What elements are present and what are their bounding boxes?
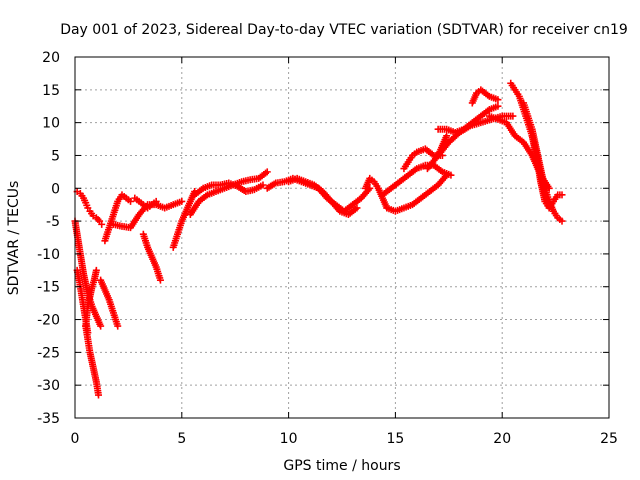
series-sat-z [520,99,566,225]
data-point [558,217,566,225]
x-tick-label: 10 [280,431,298,447]
series-sat-k [169,188,199,251]
series-sat-l [186,168,271,219]
series-sat-aa [528,132,566,212]
data-point [558,191,566,199]
data-point [259,181,267,189]
y-tick-label: 5 [51,148,60,164]
data-point [353,204,361,212]
series-sat-d [82,322,102,399]
series-sat-u [434,132,451,159]
series-sat-b [73,188,106,228]
plot-frame [74,56,610,419]
y-axis-title: SDTVAR / TECUs [6,181,22,296]
chart-title: Day 001 of 2023, Sidereal Day-to-day VTE… [60,22,628,38]
y-tick-label: 15 [42,83,60,99]
y-tick-label: 0 [51,181,60,197]
series-sat-p [361,174,391,212]
data-point [94,391,102,399]
series-sat-q [383,171,451,215]
series-sat-f [97,276,122,330]
data-point [263,168,271,176]
data-point [494,102,502,110]
data-point [94,215,102,223]
y-tick-label: -15 [37,280,60,296]
series-sat-o [285,174,361,219]
x-tick-label: 0 [71,431,80,447]
x-tick-label: 25 [600,431,618,447]
series-sat-g [101,191,135,245]
x-tick-label: 5 [177,431,186,447]
data-point [494,96,502,104]
x-axis-title: GPS time / hours [283,458,400,474]
y-tick-label: -20 [37,313,60,329]
series-sat-h [109,197,186,232]
y-tick-label: 20 [42,50,60,66]
x-tick-label: 15 [386,431,404,447]
data-point [156,276,164,284]
data-point [127,197,135,205]
data-point [98,220,106,228]
series-sat-m [191,179,267,199]
data-point [92,266,100,274]
x-tick-label: 20 [493,431,511,447]
series-sat-i [139,230,164,284]
data-point [447,171,455,179]
y-tick-label: -30 [37,378,60,394]
y-tick-label: -5 [46,214,60,230]
data-point [178,197,186,205]
series-sat-e [82,266,100,330]
grid [75,57,609,418]
data-point [97,322,105,330]
data-point [152,197,160,205]
y-tick-label: 10 [42,116,60,132]
data-marks [71,79,566,399]
series-sat-v [434,102,502,136]
series-sat-j [131,194,160,212]
y-tick-label: -10 [37,247,60,263]
data-point [114,322,122,330]
y-tick-label: -35 [37,411,60,427]
data-point [443,132,451,140]
data-point [509,112,517,120]
series-sat-w [468,86,502,107]
y-tick-label: -25 [37,345,60,361]
axis-ticks: 0 5 10 15 20 25 -35 -30 -25 -20 -15 -10 -5 0 5 10 15 20 [37,50,618,447]
